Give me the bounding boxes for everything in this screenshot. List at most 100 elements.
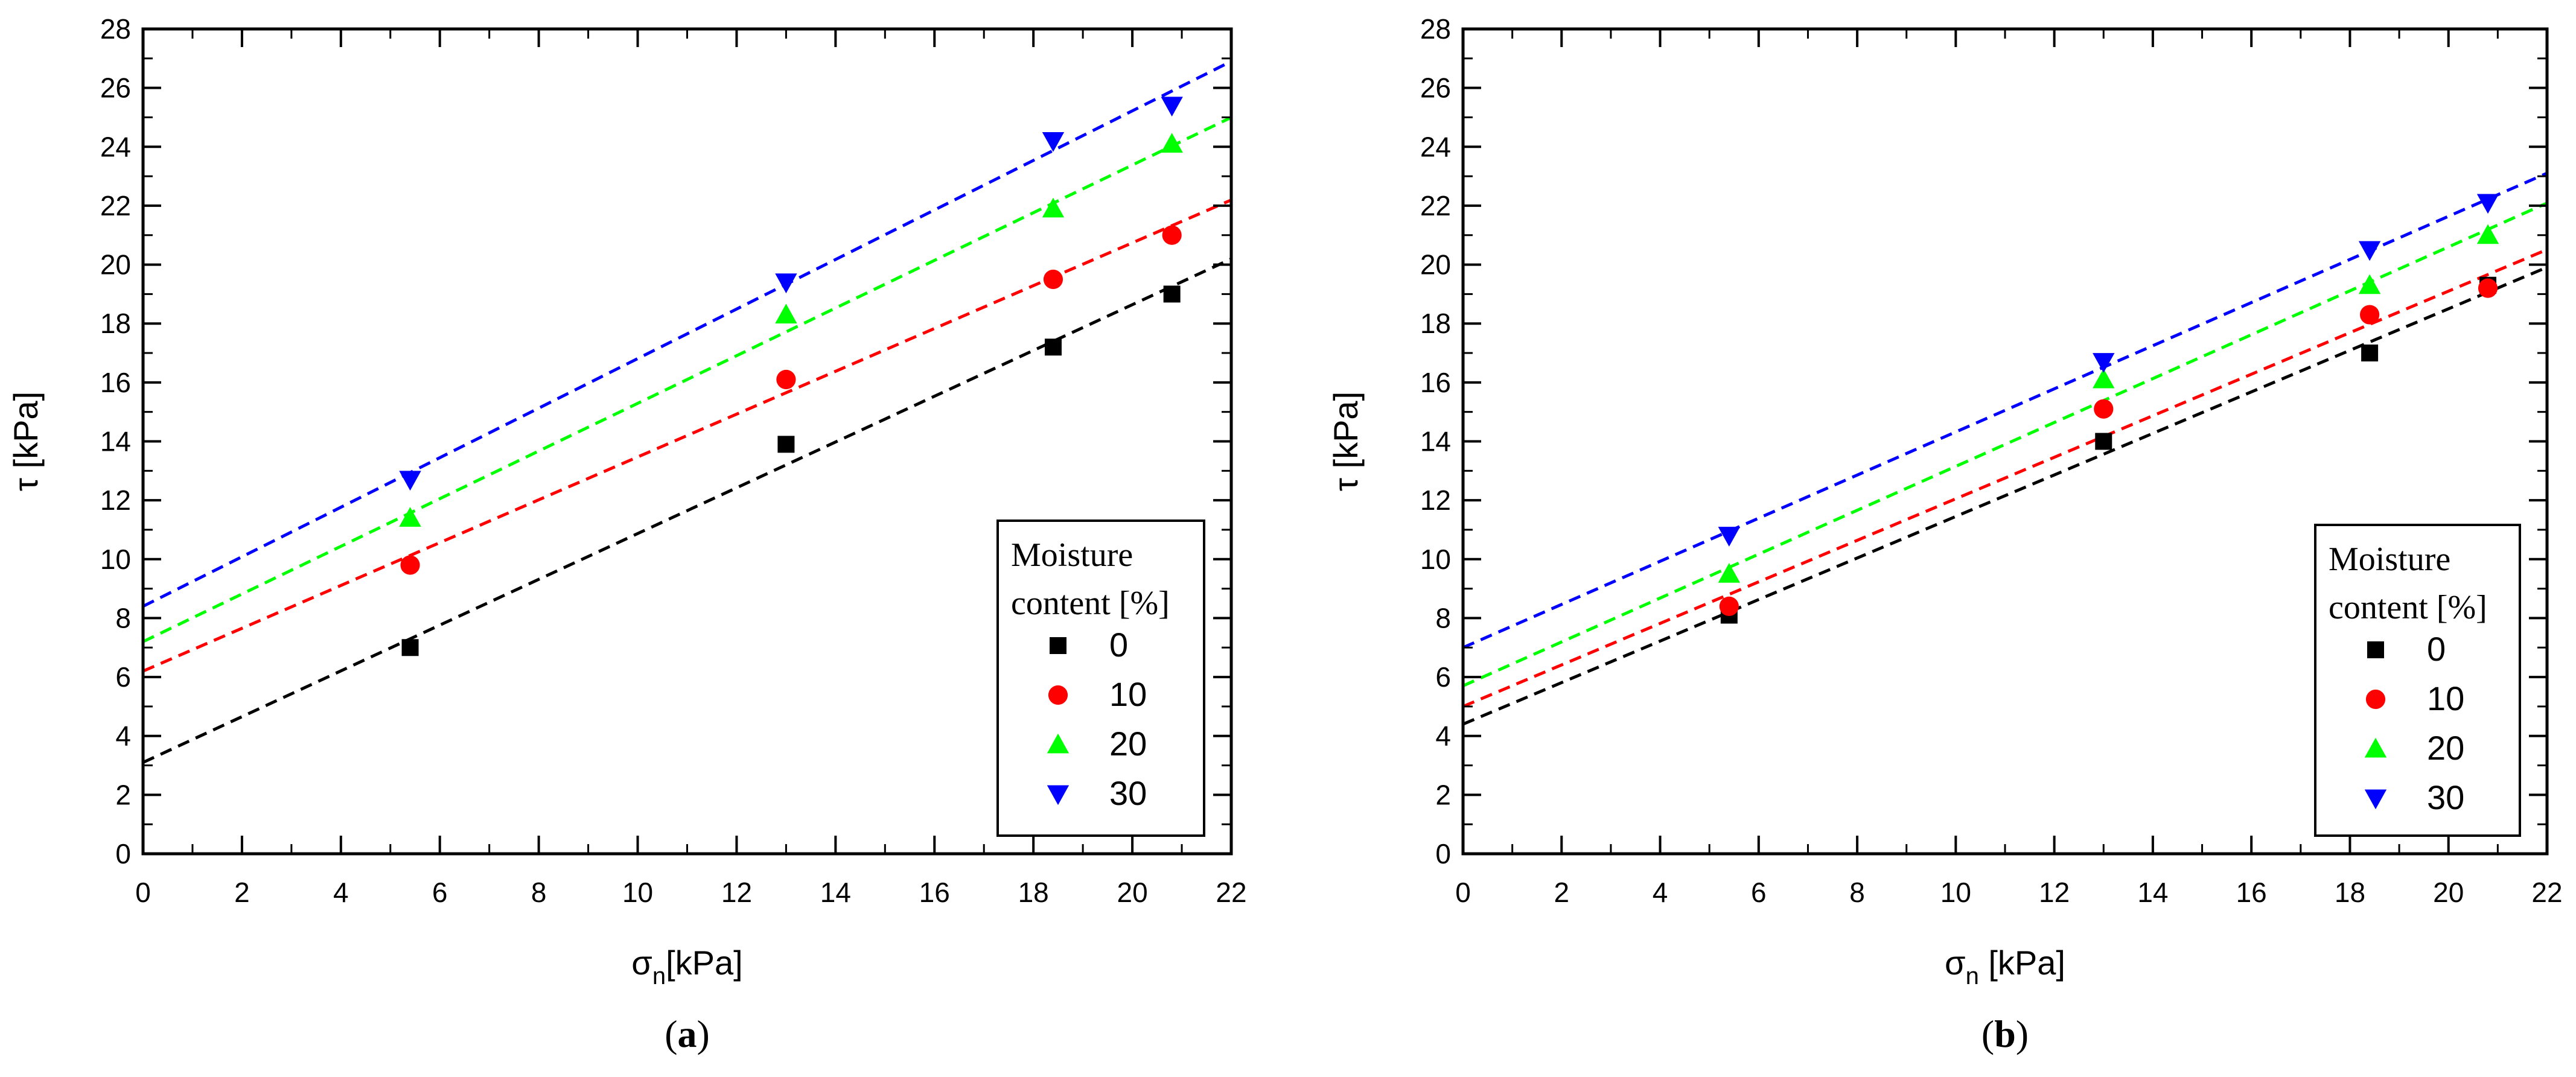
data-point-10 xyxy=(400,555,420,575)
x-tick-label: 14 xyxy=(820,877,851,908)
legend-title: content [%] xyxy=(1011,585,1170,622)
y-tick-label: 14 xyxy=(1420,426,1451,457)
data-point-20 xyxy=(775,303,797,324)
legend-marker-30 xyxy=(1047,785,1070,805)
y-axis-label: τ [kPa] xyxy=(7,392,45,491)
data-point-30 xyxy=(2093,353,2115,373)
chart-panel-b: 0 2 4 6 8 10 12 14 16 18 20 22024681012141618202224… xyxy=(1327,13,2563,1055)
legend-entry-20: 20 xyxy=(2427,729,2464,767)
data-point-30 xyxy=(775,273,797,294)
fit-line-10 xyxy=(1462,248,2548,708)
panel-label: (a) xyxy=(665,1012,710,1055)
y-axis-label: τ [kPa] xyxy=(1327,392,1365,491)
y-tick-label: 24 xyxy=(100,131,131,162)
x-tick-label: 8 xyxy=(1849,877,1865,908)
legend-marker-20 xyxy=(2364,737,2387,758)
y-tick-label: 14 xyxy=(100,426,131,457)
fit-line-0 xyxy=(1462,265,2548,726)
y-tick-label: 8 xyxy=(115,602,131,634)
y-tick-label: 28 xyxy=(1420,13,1451,45)
data-point-30 xyxy=(1718,527,1741,547)
y-tick-label: 24 xyxy=(1420,131,1451,162)
data-point-10 xyxy=(2478,278,2498,298)
data-point-0 xyxy=(1163,285,1181,303)
y-tick-label: 20 xyxy=(100,249,131,281)
x-tick-label: 16 xyxy=(919,877,950,908)
x-tick-label: 4 xyxy=(333,877,349,908)
x-tick-label: 22 xyxy=(2531,877,2562,908)
data-point-20 xyxy=(2358,274,2381,294)
legend-entry-30: 30 xyxy=(2427,778,2464,816)
data-point-0 xyxy=(2361,345,2379,362)
data-point-30 xyxy=(1042,132,1065,152)
x-tick-label: 18 xyxy=(1018,877,1049,908)
legend-marker-0 xyxy=(1050,637,1066,654)
y-tick-label: 16 xyxy=(100,367,131,398)
x-tick-label: 18 xyxy=(2335,877,2365,908)
data-point-10 xyxy=(2360,305,2380,325)
data-point-30 xyxy=(2358,241,2381,261)
y-tick-label: 6 xyxy=(1435,661,1451,693)
x-axis-label: σn[kPa] xyxy=(631,944,742,990)
y-tick-label: 18 xyxy=(1420,308,1451,339)
x-tick-label: 20 xyxy=(2433,877,2464,908)
y-tick-label: 4 xyxy=(115,720,131,752)
y-tick-label: 2 xyxy=(1435,779,1451,810)
data-point-20 xyxy=(2093,368,2115,389)
x-tick-label: 6 xyxy=(432,877,448,908)
x-tick-label: 12 xyxy=(2039,877,2070,908)
data-point-10 xyxy=(1162,225,1182,245)
y-tick-label: 12 xyxy=(100,484,131,516)
y-tick-label: 22 xyxy=(100,190,131,221)
fit-line-30 xyxy=(142,60,1232,608)
legend-title: Moisture xyxy=(2329,541,2450,578)
y-tick-label: 12 xyxy=(1420,484,1451,516)
x-tick-label: 2 xyxy=(1554,877,1569,908)
legend-entry-0: 0 xyxy=(1109,626,1128,664)
legend-entry-0: 0 xyxy=(2427,630,2446,668)
legend-title: content [%] xyxy=(2329,589,2487,626)
x-tick-label: 12 xyxy=(721,877,752,908)
data-point-20 xyxy=(399,507,421,527)
x-tick-label: 0 xyxy=(135,877,151,908)
legend: Moisture content [%] 0 10 20 30 xyxy=(996,519,1205,837)
y-tick-label: 4 xyxy=(1435,720,1451,752)
chart-panel-a: 0 2 4 6 8 10 12 14 16 18 20 22024681012141618202224… xyxy=(7,13,1247,1055)
y-tick-label: 22 xyxy=(1420,190,1451,221)
x-tick-label: 10 xyxy=(1940,877,1971,908)
y-tick-label: 10 xyxy=(1420,544,1451,575)
legend-entry-20: 20 xyxy=(1109,725,1147,763)
x-tick-label: 10 xyxy=(622,877,653,908)
x-axis-label: σn [kPa] xyxy=(1945,944,2065,990)
legend-marker-30 xyxy=(2364,789,2387,810)
y-tick-label: 0 xyxy=(115,838,131,869)
x-tick-label: 22 xyxy=(1216,877,1246,908)
y-tick-label: 26 xyxy=(100,72,131,104)
y-tick-label: 28 xyxy=(100,13,131,45)
x-tick-label: 14 xyxy=(2137,877,2168,908)
data-point-0 xyxy=(2095,433,2112,450)
legend-entry-10: 10 xyxy=(2427,679,2464,717)
x-tick-label: 4 xyxy=(1653,877,1668,908)
x-tick-label: 20 xyxy=(1117,877,1148,908)
legend-title: Moisture xyxy=(1011,536,1133,574)
legend-box xyxy=(996,519,1205,837)
legend-marker-20 xyxy=(1047,733,1070,754)
data-point-20 xyxy=(1718,562,1741,583)
legend-entry-10: 10 xyxy=(1109,675,1147,713)
data-point-10 xyxy=(1719,596,1739,617)
y-tick-label: 16 xyxy=(1420,367,1451,398)
data-point-30 xyxy=(399,471,421,491)
data-point-20 xyxy=(2476,224,2499,244)
x-tick-label: 8 xyxy=(531,877,547,908)
data-point-20 xyxy=(1161,133,1183,153)
y-tick-label: 20 xyxy=(1420,249,1451,281)
legend-marker-0 xyxy=(2367,641,2384,658)
data-point-30 xyxy=(1161,97,1183,117)
panel-label: (b) xyxy=(1981,1012,2029,1055)
data-point-30 xyxy=(2476,194,2499,214)
data-point-0 xyxy=(777,436,795,453)
y-tick-label: 2 xyxy=(115,779,131,810)
legend-entry-30: 30 xyxy=(1109,774,1147,812)
data-point-0 xyxy=(1044,338,1062,356)
